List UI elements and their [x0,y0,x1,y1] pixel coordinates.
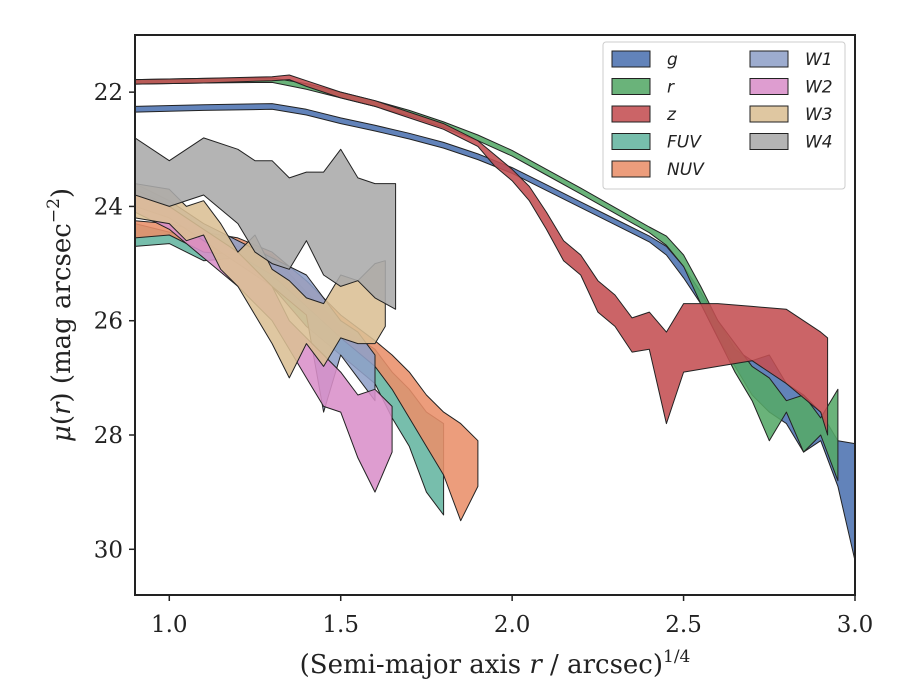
x-axis-label-unit: / arcsec) [542,650,663,680]
y-axis-label-mu: μ [47,425,77,442]
y-tick-label: 26 [94,309,123,335]
y-axis-label-exponent: −2 [44,198,64,223]
band-w3 [135,183,386,379]
legend-label-nuv: NUV [667,160,705,180]
legend-label-g: g [667,50,678,70]
axis-ticks: 1.0 1.5 2.0 2.5 3.0 22 24 26 28 30 [94,80,874,638]
legend-label-z: z [666,105,677,125]
legend-swatch-w2 [749,78,789,95]
legend-label-w2: W2 [805,78,833,98]
x-tick-label: 1.0 [151,612,188,638]
x-tick-label: 3.0 [837,612,874,638]
profile-bands [135,74,855,562]
legend-swatch-g [611,50,651,68]
x-axis-label-var: r [529,650,543,680]
y-tick-label: 22 [94,80,123,106]
y-tick-label: 28 [94,423,123,449]
y-axis-label-unit: ) (mag arcsec [47,223,77,402]
x-tick-label: 2.0 [494,612,531,638]
x-axis-label-exponent: 1/4 [663,647,690,667]
legend: grz FUV NUV W1 W2 W3 W4 [602,41,846,190]
x-axis-label-main: (Semi-major axis [300,650,530,680]
legend-swatch-nuv [611,160,651,178]
legend-swatch-z [611,105,651,123]
legend-swatch-w1 [749,50,789,68]
y-axis-label: μ(r) (mag arcsec−2) [44,188,77,442]
y-axis-label-paren: ( [47,415,77,425]
band-w4 [135,137,397,310]
y-tick-label: 30 [94,537,123,563]
legend-swatch-w3 [749,105,789,123]
y-tick-label: 24 [94,194,123,220]
x-axis-label: (Semi-major axis r / arcsec)1/4 [300,647,691,680]
legend-swatch-fuv [611,133,651,150]
band-z [135,74,829,436]
legend-label-w1: W1 [805,50,833,70]
plot-frame [134,34,856,596]
legend-label-w4: W4 [805,133,833,153]
x-tick-label: 1.5 [322,612,359,638]
x-tick-label: 2.5 [665,612,702,638]
y-axis-label-close: ) [47,188,77,198]
y-axis-label-var: r [47,401,77,415]
legend-swatch-r [611,78,651,95]
legend-label-w3: W3 [805,105,833,125]
legend-swatch-w4 [749,133,789,150]
legend-label-r: r [667,78,675,98]
legend-label-fuv: FUV [667,133,702,153]
